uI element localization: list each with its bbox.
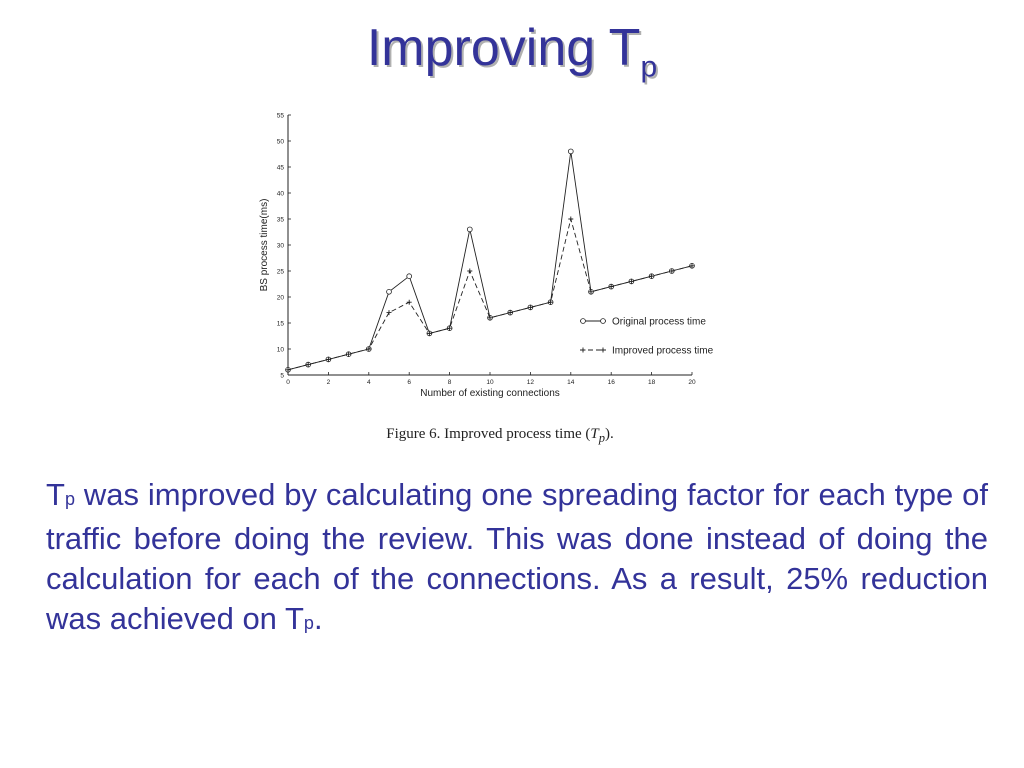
data-point-improved xyxy=(649,273,655,279)
y-tick-label: 50 xyxy=(277,139,285,146)
x-tick-label: 18 xyxy=(648,379,656,386)
data-point-improved xyxy=(568,216,574,222)
data-point-improved xyxy=(507,310,513,316)
x-tick-label: 16 xyxy=(608,379,616,386)
x-tick-label: 10 xyxy=(486,379,494,386)
data-point-improved xyxy=(406,299,412,305)
data-point-improved xyxy=(346,351,352,357)
slide-title: Improving Tp xyxy=(0,18,1024,84)
y-tick-label: 20 xyxy=(277,295,285,302)
title-subscript: p xyxy=(640,50,658,84)
figure-caption: Figure 6. Improved process time (Tp). xyxy=(0,426,1000,446)
x-axis-label: Number of existing connections xyxy=(420,388,560,399)
caption-tp-subscript: p xyxy=(598,431,605,445)
y-tick-label: 25 xyxy=(277,269,285,276)
data-point-improved xyxy=(305,362,311,368)
legend-label-1: Original process time xyxy=(612,317,706,328)
data-point-improved xyxy=(366,346,372,352)
x-tick-label: 0 xyxy=(286,379,290,386)
x-tick-label: 14 xyxy=(567,379,575,386)
y-tick-label: 30 xyxy=(277,243,285,250)
x-tick-label: 12 xyxy=(527,379,535,386)
caption-suffix: ). xyxy=(604,426,614,442)
body-end: . xyxy=(313,601,323,636)
caption-tp: T xyxy=(590,426,599,442)
data-point-improved xyxy=(689,263,695,269)
data-point-improved xyxy=(527,304,533,310)
body-paragraph: Tp was improved by calculating one sprea… xyxy=(46,475,988,643)
data-point-original xyxy=(406,273,413,280)
legend-marker-original xyxy=(580,318,586,324)
body-main-text: was improved by calculating one spreadin… xyxy=(46,477,988,636)
y-tick-label: 55 xyxy=(277,113,285,120)
series-line-1 xyxy=(287,151,693,371)
caption-prefix: Figure 6. Improved process time ( xyxy=(386,426,591,442)
legend-marker-original xyxy=(600,318,606,324)
x-tick-label: 4 xyxy=(367,379,371,386)
y-tick-label: 10 xyxy=(277,347,285,354)
data-point-original xyxy=(386,289,392,295)
data-point-improved xyxy=(487,315,493,321)
x-tick-label: 6 xyxy=(407,379,411,386)
y-axis-label: BS process time(ms) xyxy=(259,199,270,292)
data-point-improved xyxy=(447,325,453,331)
data-point-improved xyxy=(669,268,675,274)
data-point-original xyxy=(567,148,574,155)
y-tick-label: 40 xyxy=(277,191,285,198)
data-point-improved xyxy=(285,367,291,373)
data-point-improved xyxy=(548,299,554,305)
data-point-improved xyxy=(628,278,634,284)
x-tick-label: 8 xyxy=(448,379,452,386)
x-tick-label: 20 xyxy=(688,379,696,386)
legend-marker-improved xyxy=(600,347,606,353)
data-point-improved xyxy=(608,284,614,290)
process-time-chart: 5 10 15 20 25 30 35 40 45 50 55 0 2 4 6 8 10 12 14 16 18 20 Nu… xyxy=(259,113,714,400)
data-point-improved xyxy=(386,310,392,316)
y-tick-label: 5 xyxy=(280,373,284,380)
legend-label-2: Improved process time xyxy=(612,346,714,357)
body-t: T xyxy=(46,477,65,512)
data-point-improved xyxy=(467,268,473,274)
y-tick-label: 45 xyxy=(277,165,285,172)
x-tick-label: 2 xyxy=(327,379,331,386)
data-point-original xyxy=(467,226,473,233)
body-t-subscript: p xyxy=(64,489,75,509)
legend-marker-improved xyxy=(580,347,586,353)
y-tick-label: 15 xyxy=(277,321,285,328)
title-main: Improving T xyxy=(366,19,641,77)
data-point-improved xyxy=(588,289,594,295)
data-point-improved xyxy=(426,330,432,336)
data-point-improved xyxy=(325,356,331,362)
body-end-subscript: p xyxy=(303,613,314,633)
y-tick-label: 35 xyxy=(277,217,285,224)
